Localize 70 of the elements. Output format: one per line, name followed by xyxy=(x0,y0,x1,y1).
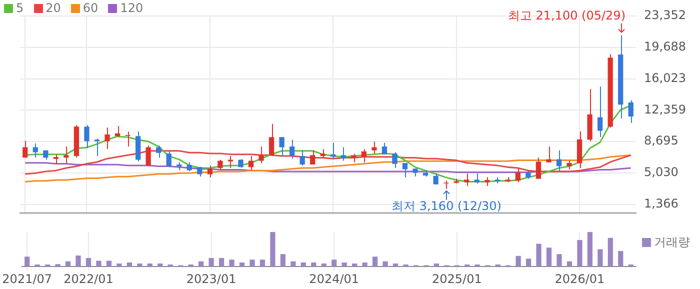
bar xyxy=(86,258,92,267)
bar xyxy=(76,256,81,267)
bar xyxy=(158,263,163,267)
bar xyxy=(342,262,347,267)
bar xyxy=(516,256,521,267)
bar xyxy=(65,261,71,267)
bar xyxy=(147,263,152,267)
bar xyxy=(382,261,388,267)
bar xyxy=(598,249,603,267)
x-tick-label: 2023/01 xyxy=(186,272,236,286)
candlestick xyxy=(218,159,223,171)
bar xyxy=(270,232,276,267)
y-tick-label: 12,359 xyxy=(644,102,686,116)
bar xyxy=(546,248,552,267)
bar xyxy=(55,264,60,267)
x-tick-label: 2025/01 xyxy=(432,272,482,286)
y-tick-label: 19,688 xyxy=(644,40,686,54)
bar xyxy=(587,232,593,267)
y-tick-label: 16,023 xyxy=(644,70,686,85)
bar xyxy=(137,263,142,267)
candlestick xyxy=(526,171,531,180)
bar xyxy=(106,260,112,267)
y-tick-label: 8,695 xyxy=(644,134,678,148)
bar xyxy=(372,256,378,267)
bar xyxy=(290,261,296,267)
legend-label: 120 xyxy=(120,1,144,15)
y-tick-label: 23,352 xyxy=(644,8,686,22)
bar xyxy=(300,262,306,267)
x-tick-label: 2021/07 xyxy=(2,272,52,286)
candlestick xyxy=(546,146,552,163)
bar xyxy=(526,258,532,267)
annotation: 최저 3,160 (12/30) xyxy=(392,199,502,214)
candlestick xyxy=(454,178,459,184)
bar xyxy=(362,262,368,267)
bar xyxy=(24,256,30,267)
bar xyxy=(608,238,613,267)
x-tick-label: 2026/01 xyxy=(554,272,605,286)
bar xyxy=(260,260,266,267)
bar xyxy=(229,260,234,267)
bar xyxy=(332,260,337,267)
bar xyxy=(392,263,398,267)
annotation: 최고 21,100 (05/29) xyxy=(508,8,626,22)
bar xyxy=(280,254,286,267)
bar xyxy=(321,263,326,267)
bar xyxy=(198,261,204,267)
bar xyxy=(96,260,102,267)
y-tick-label: 5,030 xyxy=(644,165,678,180)
bar xyxy=(556,254,562,267)
bar xyxy=(618,251,624,267)
bar xyxy=(218,258,224,267)
bar xyxy=(352,263,358,267)
bar xyxy=(577,240,582,267)
legend-label: 5 xyxy=(16,1,24,15)
bar xyxy=(126,262,132,267)
candlestick xyxy=(125,131,130,148)
bar xyxy=(536,244,542,267)
x-tick-label: 2024/01 xyxy=(309,272,360,286)
legend-label: 60 xyxy=(82,1,98,15)
bar xyxy=(566,261,572,267)
legend-label: 20 xyxy=(46,1,61,15)
bar xyxy=(208,258,214,267)
legend-label: 거래량 xyxy=(654,234,690,251)
bar xyxy=(239,262,245,267)
candlestick xyxy=(372,141,377,154)
bar xyxy=(434,263,439,267)
bar xyxy=(311,262,316,267)
bar xyxy=(250,260,255,267)
y-tick-label: 1,366 xyxy=(644,196,678,210)
x-tick-label: 2022/01 xyxy=(64,272,114,286)
bar xyxy=(116,263,122,267)
